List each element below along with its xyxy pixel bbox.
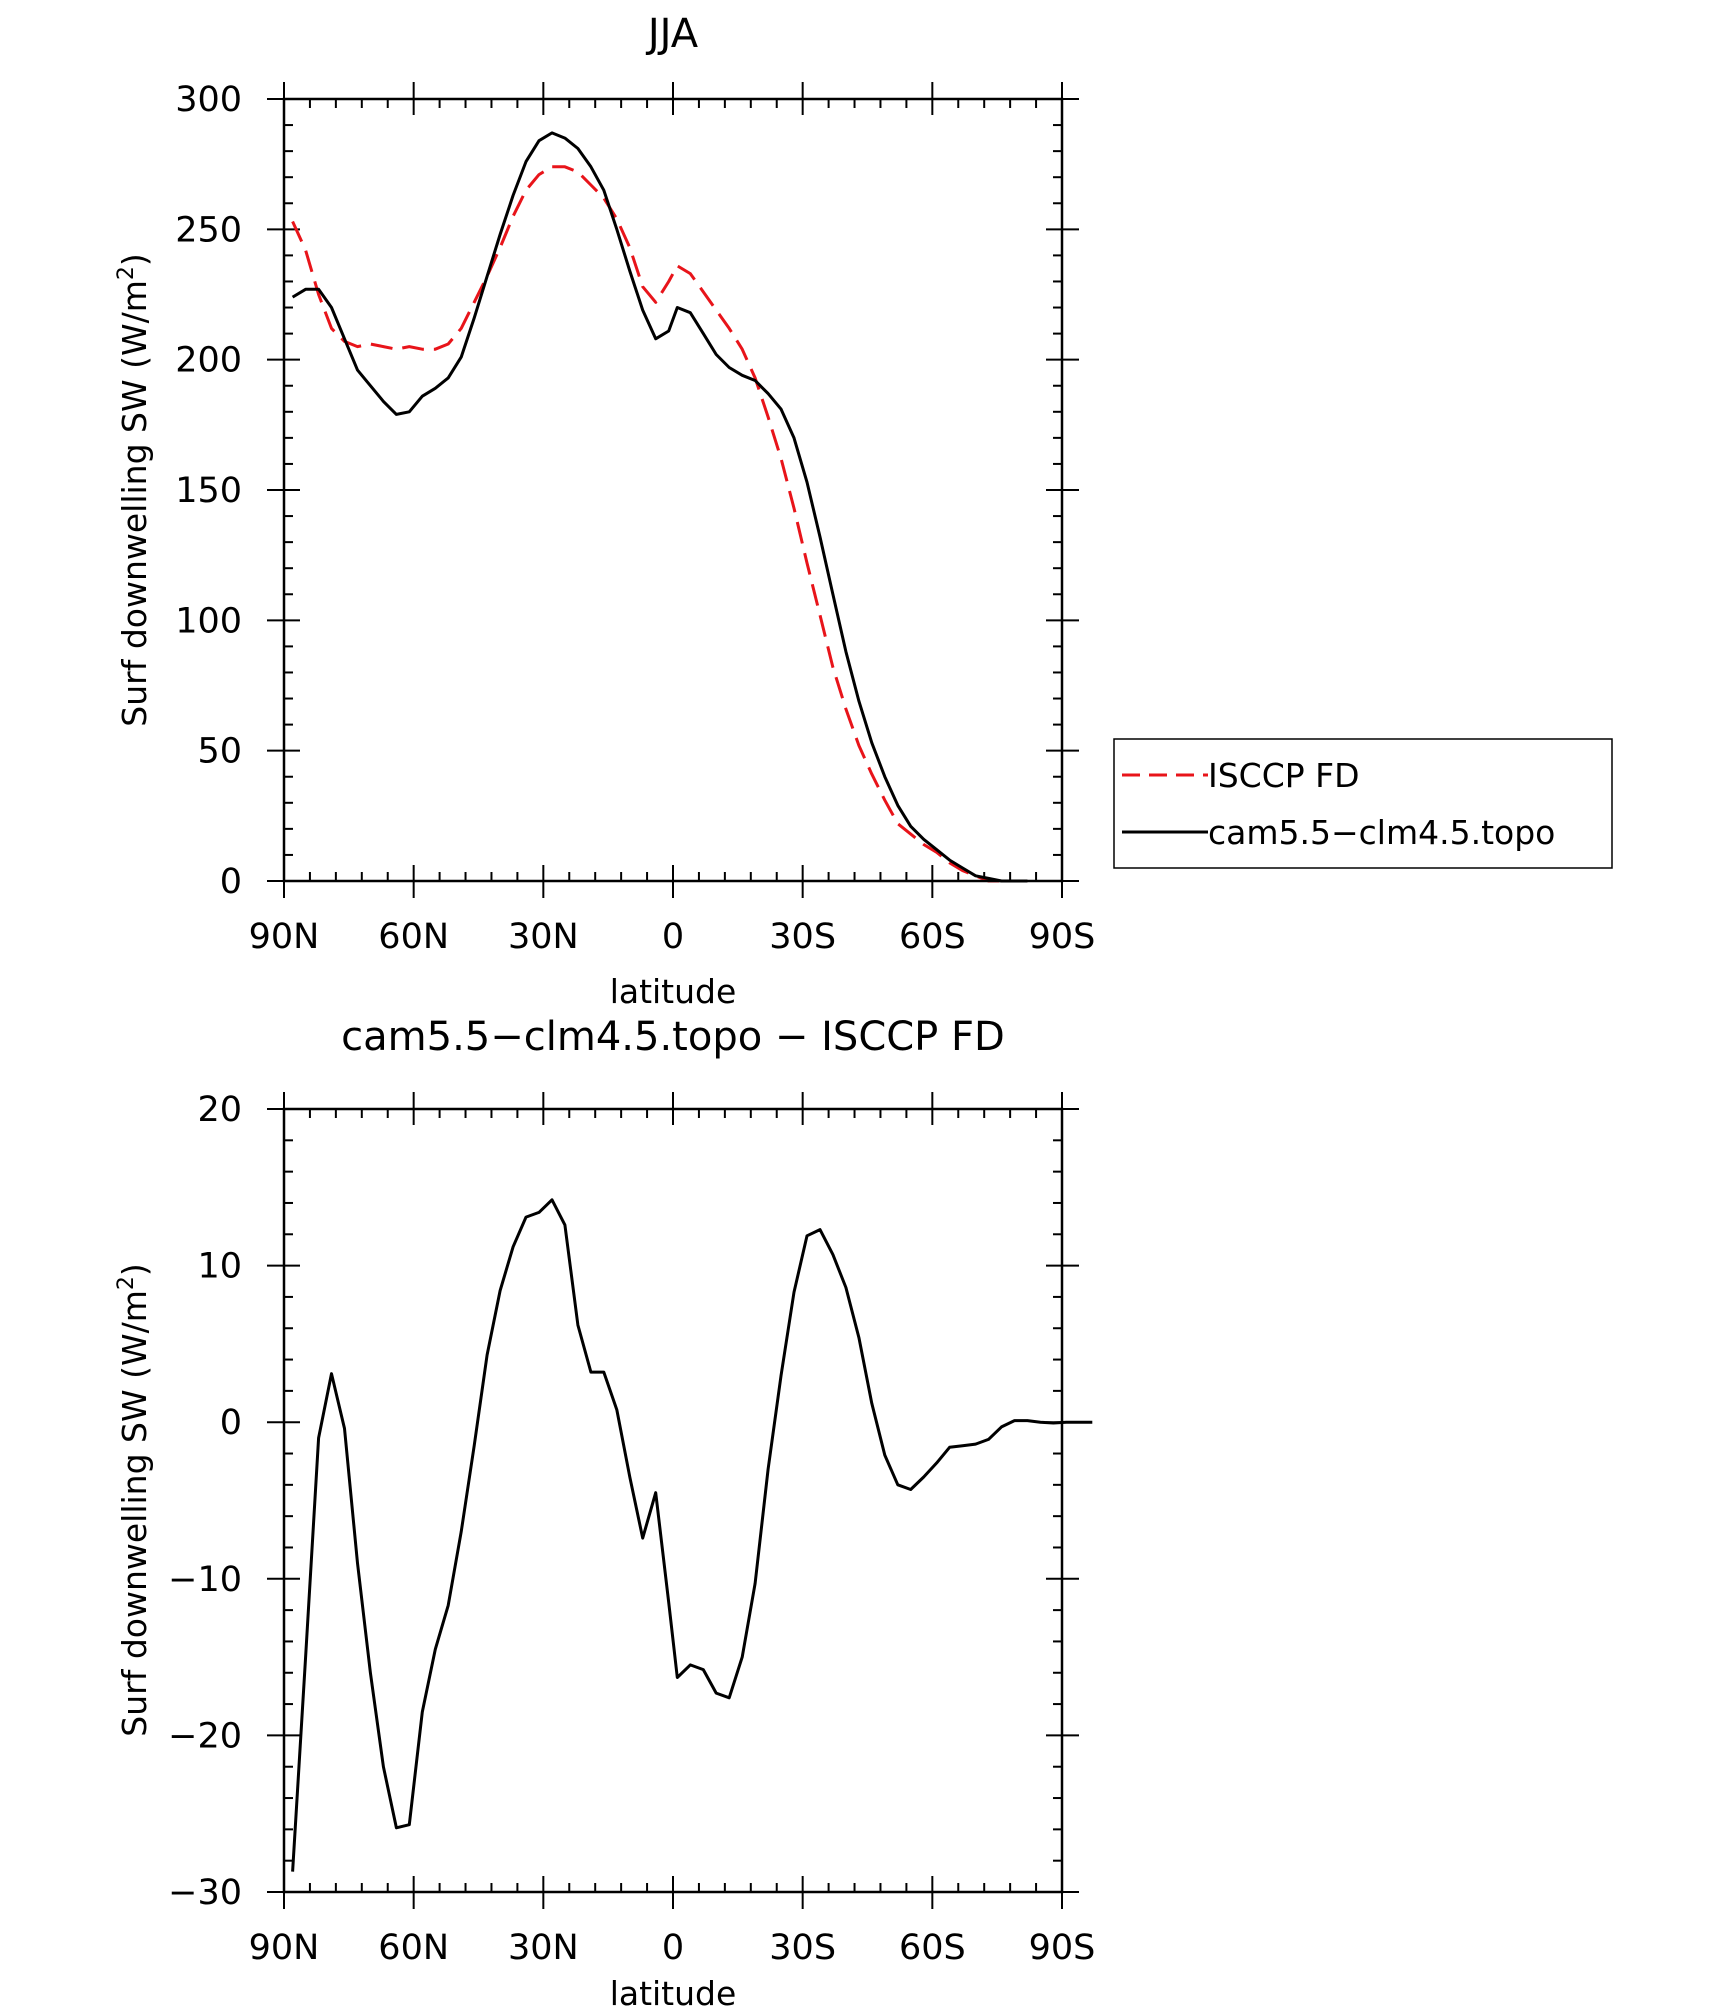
top-series-lines xyxy=(291,131,1028,883)
bottom-series-lines xyxy=(291,1198,1093,1872)
bottom-series-line-0 xyxy=(291,1198,1093,1872)
bottom-x-tick-label: 60S xyxy=(899,1928,966,1968)
top-y-tick-label: 100 xyxy=(175,601,242,641)
legend-label-isccp: ISCCP FD xyxy=(1208,756,1360,795)
legend-box xyxy=(1113,738,1613,869)
top-y-axis-label-text: Surf downwelling SW (W/m xyxy=(115,280,154,727)
bottom-x-tick-label: 0 xyxy=(662,1928,684,1968)
legend: ISCCP FD cam5.5−clm4.5.topo xyxy=(1113,738,1613,869)
top-plot-frame xyxy=(282,97,1064,883)
top-y-tick-label: 50 xyxy=(197,732,242,772)
bottom-y-tick-label: 10 xyxy=(197,1247,242,1287)
legend-label-cam: cam5.5−clm4.5.topo xyxy=(1208,813,1555,852)
top-y-tick-labels: 0 50 100 150 200 250 300 xyxy=(175,80,242,902)
bottom-y-tick-label: 0 xyxy=(220,1403,242,1443)
bottom-y-tick-label: −10 xyxy=(168,1560,242,1600)
bottom-panel: cam5.5−clm4.5.topo − ISCCP FD −30 −20 −10 0… xyxy=(114,1014,1095,2010)
top-x-tick-label: 60S xyxy=(899,917,966,957)
bottom-x-tick-label: 30S xyxy=(769,1928,836,1968)
top-x-tick-label: 60N xyxy=(378,917,449,957)
bottom-y-axis-label: Surf downwelling SW (W/m2) xyxy=(114,1263,154,1736)
top-x-tick-label: 0 xyxy=(662,917,684,957)
bottom-y-tick-label: −20 xyxy=(168,1716,242,1756)
bottom-x-tick-label: 30N xyxy=(508,1928,579,1968)
top-y-axis-label-sup: 2 xyxy=(114,266,139,280)
bottom-y-axis-label-close: ) xyxy=(115,1263,154,1276)
top-x-tick-label: 90N xyxy=(249,917,320,957)
bottom-x-axis-label: latitude xyxy=(610,1974,737,2010)
bottom-y-tick-label: −30 xyxy=(168,1873,242,1913)
top-series-line-1 xyxy=(291,131,1028,883)
top-y-axis-label-close: ) xyxy=(115,253,154,266)
top-x-tick-label: 30S xyxy=(769,917,836,957)
bottom-x-tick-label: 90N xyxy=(249,1928,320,1968)
top-y-tick-label: 300 xyxy=(175,80,242,120)
bottom-x-tick-label: 60N xyxy=(378,1928,449,1968)
bottom-y-axis-label-sup: 2 xyxy=(114,1276,139,1290)
top-series-line-0 xyxy=(291,165,1028,883)
top-x-axis-label: latitude xyxy=(610,972,737,1011)
top-x-tick-labels: 90N 60N 30N 0 30S 60S 90S xyxy=(249,917,1096,957)
bottom-y-tick-labels: −30 −20 −10 0 10 20 xyxy=(168,1090,242,1913)
top-x-tick-label: 90S xyxy=(1029,917,1096,957)
top-y-tick-label: 0 xyxy=(220,862,242,902)
bottom-plot-frame xyxy=(282,1107,1064,1894)
top-x-tick-label: 30N xyxy=(508,917,579,957)
bottom-y-axis-label-text: Surf downwelling SW (W/m xyxy=(115,1290,154,1737)
top-axis-ticks xyxy=(267,82,1079,898)
top-y-tick-label: 250 xyxy=(175,210,242,250)
bottom-x-tick-labels: 90N 60N 30N 0 30S 60S 90S xyxy=(249,1928,1096,1968)
top-y-axis-label: Surf downwelling SW (W/m2) xyxy=(114,253,154,726)
top-y-tick-label: 150 xyxy=(175,471,242,511)
bottom-y-tick-label: 20 xyxy=(197,1090,242,1130)
bottom-x-tick-label: 90S xyxy=(1029,1928,1096,1968)
top-chart-title: JJA xyxy=(645,11,699,57)
bottom-chart-title: cam5.5−clm4.5.topo − ISCCP FD xyxy=(341,1014,1005,1060)
top-y-tick-label: 200 xyxy=(175,341,242,381)
